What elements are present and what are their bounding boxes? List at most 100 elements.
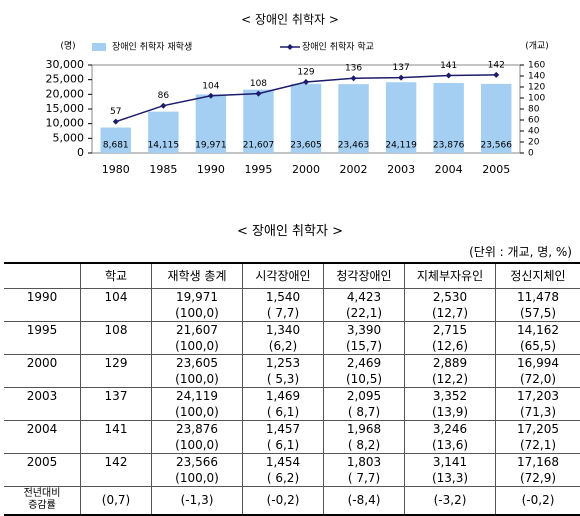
table-cell: 3,246 (13,6) — [404, 420, 496, 454]
table-cell: 4,423 (22,1) — [323, 288, 405, 322]
y2-axis-label: (개교) — [525, 41, 549, 52]
x-tick-label: 2002 — [340, 163, 368, 176]
table-cell: 1,253 ( 5,3) — [242, 354, 324, 388]
table-cell: 학교 — [80, 262, 152, 289]
cell-text: 23,876 — [176, 422, 218, 436]
cell-text: 21,607 — [176, 323, 218, 337]
bar — [385, 82, 417, 153]
table-cell: 14,162 (65,5) — [495, 321, 580, 355]
cell-text: 1,340 — [265, 323, 301, 337]
table-cell: 1,803 ( 7,7) — [323, 453, 405, 487]
cell-text — [85, 437, 147, 453]
cell-text: 2005 — [26, 455, 58, 469]
table-row: 2000 129 23,605 (100,0) 1,253 ( 5,3) 2,469 (1… — [4, 354, 580, 388]
table-cell: 108 — [80, 321, 152, 355]
line-label: 142 — [488, 60, 505, 70]
table-cell: 1,340 (6,2) — [242, 321, 324, 355]
line-label: 104 — [202, 81, 219, 91]
table-cell: 24,119 (100,0) — [151, 387, 243, 421]
table-cell: 21,607 (100,0) — [151, 321, 243, 355]
y2-tick-label: 0 — [528, 149, 534, 159]
cell-text — [85, 305, 147, 321]
cell-text: (6,2) — [268, 339, 298, 353]
cell-text: ( 5,3) — [266, 372, 300, 386]
cell-text — [8, 470, 76, 486]
line-label: 108 — [250, 79, 267, 89]
cell-text: 129 — [104, 356, 128, 370]
table-unit: (단위 : 개교, 명, %) — [469, 245, 572, 259]
line-label: 141 — [440, 61, 457, 71]
cell-text: 1,454 — [265, 455, 301, 469]
table-cell: (0,7) — [80, 486, 152, 516]
cell-text: 2,530 — [432, 290, 468, 304]
table-cell: 1,469 ( 6,1) — [242, 387, 324, 421]
line-marker — [160, 102, 167, 109]
y2-tick-label: 160 — [528, 61, 545, 71]
table-cell: 23,876 (100,0) — [151, 420, 243, 454]
cell-text: 4,423 — [346, 290, 382, 304]
table-cell: 지체부자유인 — [404, 262, 496, 289]
cell-text: 17,203 — [517, 389, 559, 403]
cell-text: ( 7,7) — [266, 306, 300, 320]
table-cell: 정신지체인 — [495, 262, 580, 289]
table-cell: 16,994 (72,0) — [495, 354, 580, 388]
cell-text: (72,1) — [519, 438, 557, 452]
cell-text: 1,469 — [265, 389, 301, 403]
table-cell: 3,390 (15,7) — [323, 321, 405, 355]
table-cell: 129 — [80, 354, 152, 388]
table-cell: 2,715 (12,6) — [404, 321, 496, 355]
cell-text: (71,3) — [519, 405, 557, 419]
cell-text: 17,205 — [517, 422, 559, 436]
table-title: < 장애인 취학자 > — [237, 224, 343, 239]
cell-text: (22,1) — [345, 306, 383, 320]
table-cell: (-0,2) — [242, 486, 324, 516]
table-cell: (-3,2) — [404, 486, 496, 516]
bar — [433, 82, 464, 153]
cell-text: (57,5) — [519, 306, 557, 320]
table-cell: 전년대비 증감률 — [4, 486, 81, 516]
y-tick-label: 5,000 — [53, 131, 85, 144]
cell-text: (13,6) — [431, 438, 469, 452]
cell-text: 2,715 — [432, 323, 468, 337]
cell-text: 19,971 — [176, 290, 218, 304]
cell-text: 3,390 — [346, 323, 382, 337]
bar — [195, 94, 227, 153]
table-cell: 2005 — [4, 453, 81, 487]
cell-text: ( 7,7) — [347, 471, 381, 485]
x-tick-label: 1980 — [102, 163, 130, 176]
x-tick-label: 1995 — [244, 163, 272, 176]
cell-text: (-8,4) — [347, 493, 381, 508]
bar-label: 21,607 — [243, 141, 275, 151]
cell-text: 1,540 — [265, 290, 301, 304]
chart-title: < 장애인 취학자 > — [241, 13, 339, 27]
y-tick-label: 15,000 — [46, 102, 85, 115]
bar-label: 23,876 — [433, 141, 465, 151]
bar — [100, 127, 131, 153]
cell-text: 1990 — [26, 290, 58, 304]
y2-tick-label: 40 — [528, 127, 540, 137]
table-cell: 141 — [80, 420, 152, 454]
line-marker — [445, 72, 452, 79]
bar-label: 24,119 — [385, 141, 417, 151]
line-label: 129 — [297, 68, 314, 78]
bar-label: 8,681 — [103, 141, 129, 151]
table-row: 2005 142 23,566 (100,0) 1,454 ( 6,2) 1,803 ( … — [4, 453, 580, 487]
cell-text: (12,7) — [431, 306, 469, 320]
line-marker — [112, 118, 119, 125]
table-cell: 23,605 (100,0) — [151, 354, 243, 388]
cell-text — [85, 470, 147, 486]
table-cell: 2,530 (12,7) — [404, 288, 496, 322]
cell-text: (100,0) — [175, 438, 219, 452]
bar — [243, 89, 274, 153]
table-cell: 1995 — [4, 321, 81, 355]
table-row: 전년대비 증감률 (0,7) (-1,3) (-0,2) (-8,4) (-3,2) (-0,… — [4, 486, 580, 516]
table-cell: 11,478 (57,5) — [495, 288, 580, 322]
bar — [290, 83, 322, 153]
cell-text: ( 6,1) — [266, 405, 300, 419]
table-cell: 23,566 (100,0) — [151, 453, 243, 487]
cell-text: 2,469 — [346, 356, 382, 370]
table-cell: 137 — [80, 387, 152, 421]
bar — [481, 83, 512, 153]
